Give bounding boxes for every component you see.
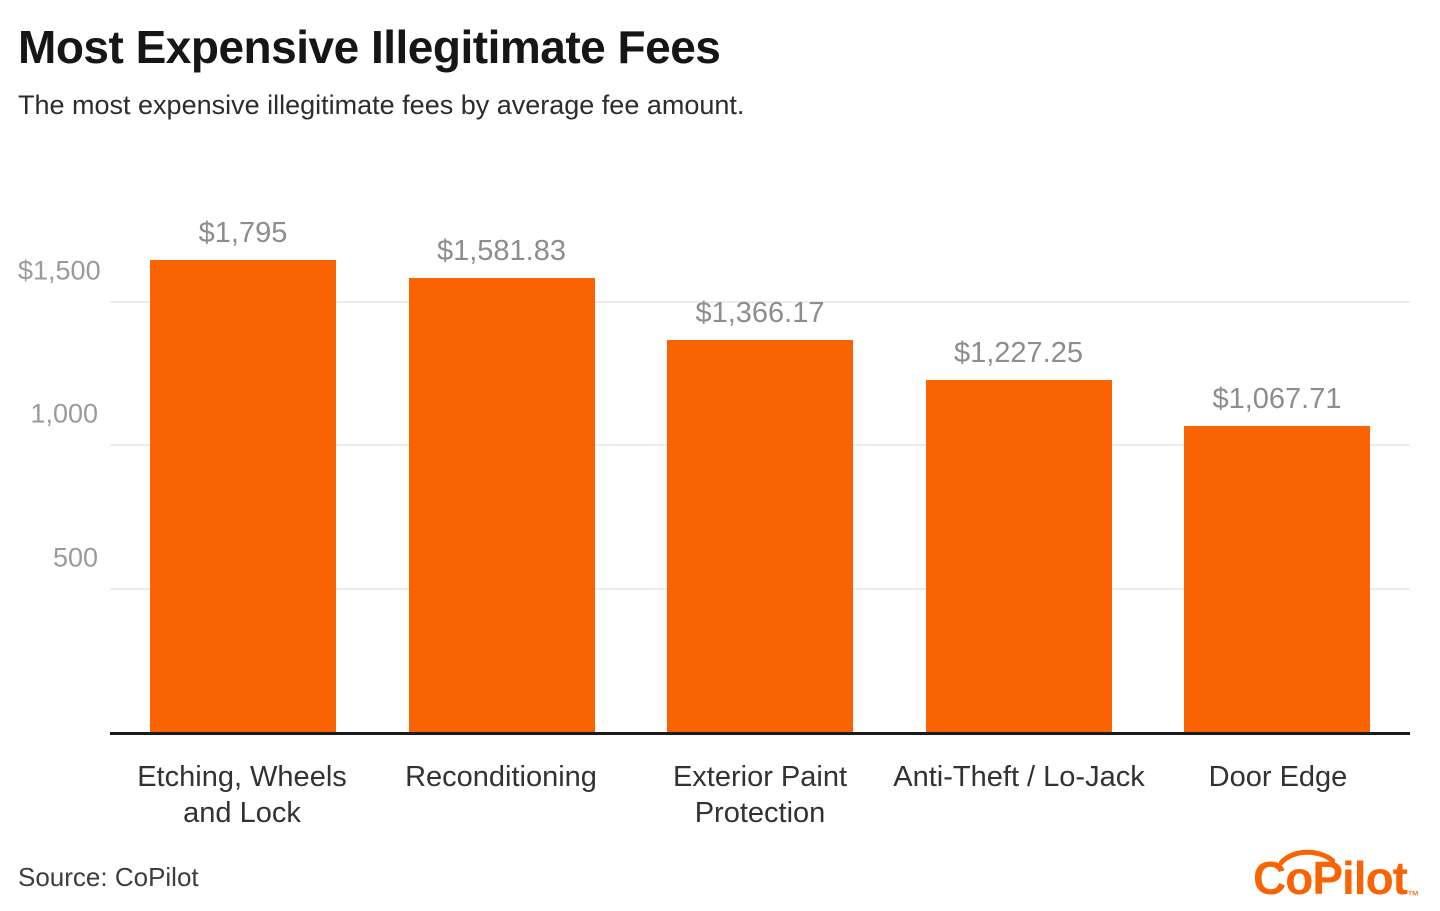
source-credit: Source: CoPilot — [18, 862, 199, 892]
x-axis-label: Etching, Wheels and Lock — [137, 761, 347, 830]
x-axis-label: Reconditioning — [405, 761, 597, 793]
bar-column: $1,366.17 — [667, 217, 853, 732]
copilot-logo: CoPilot ™ — [1253, 849, 1419, 904]
page-title: Most Expensive Illegitimate Fees — [18, 21, 721, 73]
bar — [408, 278, 595, 732]
bar-value-label: $1,366.17 — [695, 297, 825, 330]
bar-column: $1,581.83 — [408, 217, 595, 732]
bar-column: $1,227.25 — [925, 217, 1112, 732]
bar-value-label: $1,795 — [198, 217, 288, 249]
y-tick-label: $1,500 — [18, 255, 101, 286]
plot-area: $1,795 $1,581.83 $1,366.17 $1,227.25 $1,067.… — [18, 217, 1410, 735]
bar-value-label: $1,067.71 — [1212, 382, 1342, 415]
bar — [925, 379, 1112, 732]
bar — [1184, 425, 1370, 732]
y-tick-label: 500 — [52, 542, 98, 573]
bar-value-label: $1,581.83 — [436, 235, 566, 268]
x-axis-label: Exterior Paint Protection — [672, 761, 848, 830]
bar — [150, 260, 336, 732]
x-axis-labels-row: Etching, Wheels and Lock Reconditioning Ex… — [110, 735, 1410, 832]
bar-column: $1,067.71 — [1184, 217, 1370, 732]
x-axis-label: Door Edge — [1208, 761, 1348, 793]
copilot-logo-text: CoPilot — [1253, 849, 1408, 904]
bar-column: $1,795 — [150, 217, 336, 732]
logo-trademark: ™ — [1407, 888, 1419, 902]
x-axis-label: Anti-Theft / Lo-Jack — [893, 761, 1145, 793]
gridline — [110, 300, 1410, 303]
bars-row: $1,795 $1,581.83 $1,366.17 $1,227.25 $1,067.… — [110, 217, 1410, 732]
bar — [667, 340, 853, 732]
page-subtitle: The most expensive illegitimate fees by … — [18, 90, 745, 120]
bar-value-label: $1,227.25 — [953, 336, 1083, 369]
logo-wordmark: CoPilot — [1253, 852, 1408, 904]
y-tick-label: 1,000 — [30, 398, 98, 429]
